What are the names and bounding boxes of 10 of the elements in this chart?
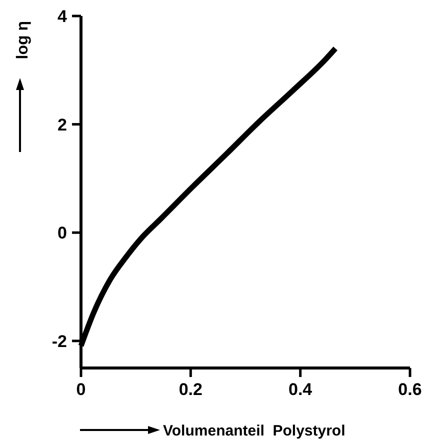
y-axis-title: log η bbox=[14, 21, 32, 60]
y-tick-label: 4 bbox=[58, 6, 68, 26]
x-tick-label: 0.4 bbox=[288, 380, 313, 399]
y-tick-label: 0 bbox=[58, 224, 67, 243]
y-tick-label: -2 bbox=[52, 332, 67, 351]
x-tick-label: 0.6 bbox=[398, 380, 422, 399]
x-axis-title: Volumenanteil Polystyrol bbox=[163, 422, 346, 440]
y-tick-label: 2 bbox=[58, 115, 67, 134]
x-tick-label: 0.2 bbox=[178, 380, 202, 399]
x-tick-label: 0 bbox=[76, 380, 86, 399]
